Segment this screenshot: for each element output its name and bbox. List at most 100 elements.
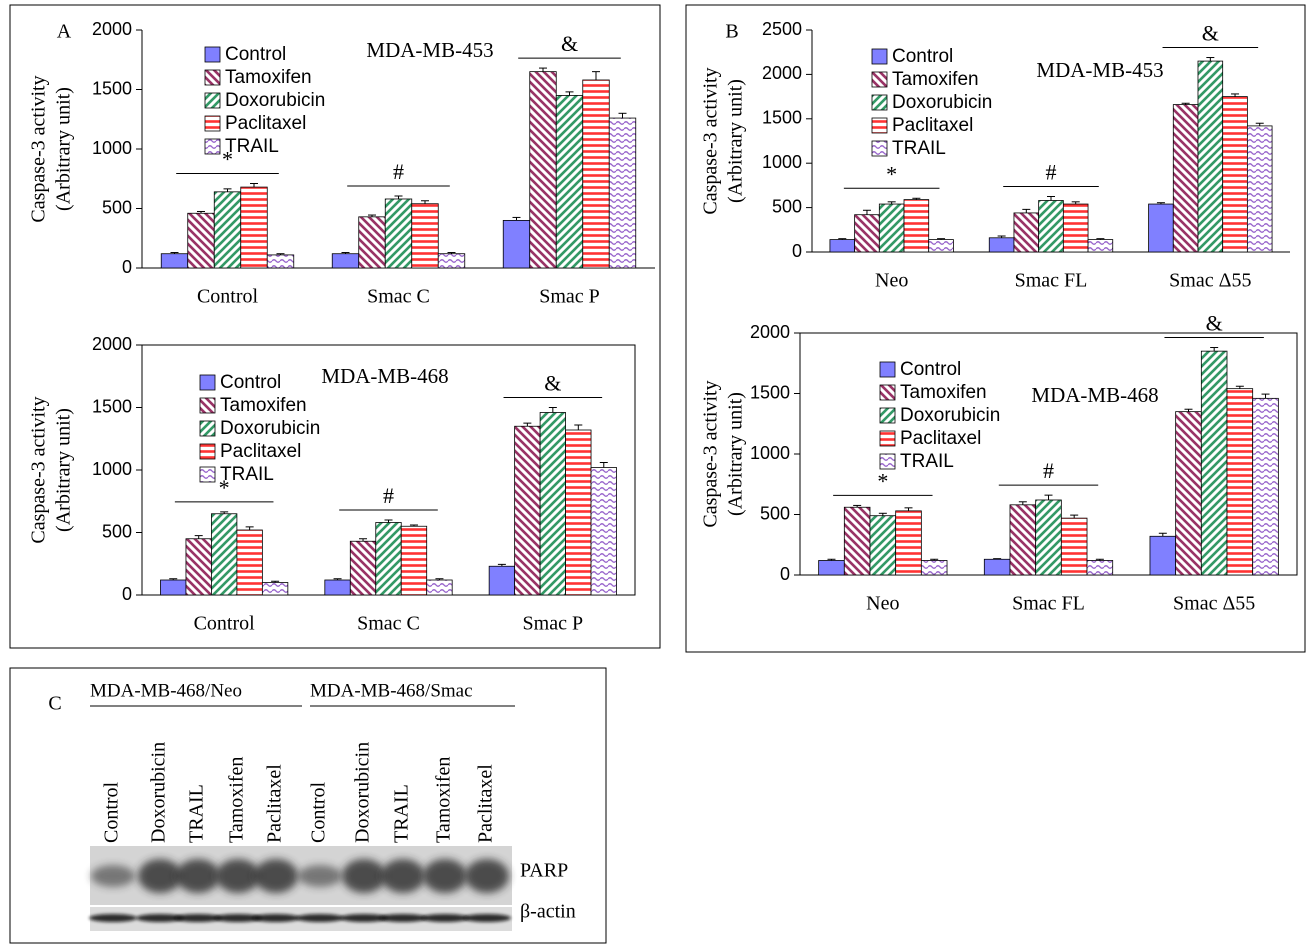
y-axis-label: Caspase-3 activity — [700, 67, 722, 214]
lane-label: TRAIL — [186, 784, 208, 843]
legend-swatch — [879, 361, 896, 378]
x-tick-label: Smac Δ55 — [1169, 270, 1251, 292]
legend-swatch — [879, 407, 896, 424]
error-bar — [1095, 558, 1104, 561]
chart-title: MDA-MB-453 — [366, 38, 493, 62]
legend-label: Paclitaxel — [220, 441, 301, 462]
bar — [818, 560, 845, 576]
bar — [920, 560, 948, 576]
legend-label: Tamoxifen — [220, 395, 307, 416]
annotation: & — [1202, 21, 1219, 46]
bar — [829, 239, 856, 253]
legend-label: TRAIL — [892, 138, 946, 159]
y-axis-label: Caspase-3 activity — [28, 75, 50, 222]
y-tick-label: 0 — [792, 241, 802, 261]
legend-label: Paclitaxel — [225, 113, 306, 134]
bar — [324, 579, 351, 596]
bar — [928, 239, 954, 253]
bar — [1226, 388, 1254, 576]
bar — [384, 198, 413, 269]
y-tick-label: 500 — [772, 196, 802, 216]
annotation: * — [886, 161, 897, 186]
error-bar — [1156, 202, 1165, 205]
lane-label: Doxorubicin — [352, 742, 374, 843]
error-bar — [170, 252, 179, 254]
bar — [1013, 212, 1040, 253]
error-bar — [341, 252, 350, 254]
bar — [1175, 411, 1202, 576]
y-tick-label: 1500 — [92, 396, 132, 416]
band-label: β-actin — [520, 901, 576, 923]
annotation: # — [1046, 160, 1057, 185]
error-bar — [333, 578, 342, 580]
bar — [590, 467, 617, 596]
actin-band — [340, 914, 388, 922]
legend-swatch — [204, 46, 221, 63]
bar — [187, 212, 215, 269]
bar — [895, 510, 922, 576]
bar — [213, 191, 242, 269]
error-bar — [1096, 238, 1105, 240]
error-bar — [1181, 102, 1190, 105]
legend-label: Paclitaxel — [892, 115, 973, 136]
error-bar — [447, 252, 456, 254]
legend-swatch — [204, 138, 221, 155]
error-bar — [1018, 501, 1027, 505]
legend-label: Tamoxifen — [225, 67, 312, 88]
error-bar — [574, 424, 583, 430]
bar — [539, 412, 566, 596]
legend-swatch — [199, 374, 216, 391]
legend-label: Paclitaxel — [900, 428, 981, 449]
y-axis-label: (Arbitrary unit) — [725, 79, 747, 203]
panel-label: C — [48, 693, 61, 715]
legend-label: Tamoxifen — [900, 382, 987, 403]
bar — [375, 522, 402, 596]
legend-swatch — [871, 117, 888, 134]
bar — [349, 540, 377, 596]
y-tick-label: 500 — [102, 197, 132, 217]
error-bar — [1047, 196, 1055, 201]
bar — [988, 237, 1015, 253]
y-tick-label: 0 — [122, 584, 132, 604]
error-bar — [862, 209, 871, 215]
panel-frame — [9, 667, 607, 944]
panel-label: A — [57, 21, 72, 43]
annotation: * — [877, 468, 888, 493]
actin-band — [379, 914, 427, 922]
x-tick-label: Neo — [866, 593, 899, 615]
actin-band — [296, 914, 344, 922]
error-bar — [223, 188, 232, 192]
legend-swatch — [879, 430, 896, 447]
bar — [843, 506, 871, 576]
error-bar — [497, 563, 506, 567]
bar — [1086, 560, 1114, 576]
error-bar — [853, 504, 862, 508]
error-bar — [1070, 514, 1079, 519]
error-bar — [421, 200, 430, 204]
y-tick-label: 1000 — [92, 138, 132, 158]
bar — [488, 565, 516, 596]
annotation: * — [219, 475, 230, 500]
bar — [983, 558, 1011, 576]
error-bar — [523, 422, 532, 427]
x-tick-label: Smac P — [539, 286, 600, 308]
error-bar — [409, 524, 418, 527]
lane-label: Control — [101, 781, 123, 843]
legend-swatch — [204, 69, 221, 86]
x-tick-label: Smac P — [523, 613, 584, 635]
error-bar — [1071, 201, 1080, 205]
bar — [211, 513, 238, 596]
parp-band — [138, 859, 182, 893]
y-tick-label: 1000 — [750, 443, 790, 463]
legend-label: Doxorubicin — [892, 92, 992, 113]
y-axis-label: (Arbitrary unit) — [725, 392, 747, 516]
bar — [854, 214, 880, 253]
bar — [426, 579, 453, 596]
error-bar — [538, 67, 547, 72]
error-bar — [997, 235, 1006, 238]
error-bar — [592, 71, 601, 80]
annotation: & — [1206, 311, 1223, 336]
bar — [185, 538, 212, 596]
bar — [1009, 504, 1037, 576]
bar — [878, 203, 905, 253]
